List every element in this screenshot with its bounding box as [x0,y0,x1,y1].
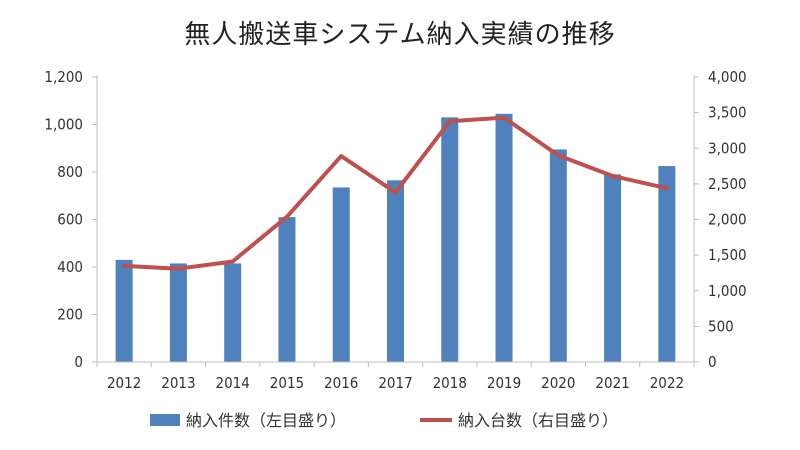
bar-2019 [495,113,513,362]
bar-2013 [169,263,187,362]
x-tick-label: 2015 [270,374,304,392]
line-point-2020 [556,153,560,157]
bar-2014 [224,263,242,362]
line-point-2014 [231,260,235,264]
line-point-2019 [502,116,506,120]
line-point-2022 [665,186,669,190]
y-right-tick-label: 1,500 [708,246,747,264]
line-point-2015 [285,215,289,219]
y-right-tick-label: 0 [708,353,717,371]
line-point-2018 [448,119,452,123]
bar-2020 [549,149,567,362]
chart-title: 無人搬送車システム納入実績の推移 [184,20,616,50]
y-right-tick-label: 2,500 [708,175,747,193]
x-tick-label: 2013 [161,374,195,392]
bar-2016 [332,187,350,362]
y-left-tick-label: 1,000 [44,116,83,134]
x-tick-label: 2018 [433,374,467,392]
y-right-tick-label: 2,000 [708,211,747,229]
x-tick-label: 2020 [541,374,575,392]
x-tick-label: 2021 [595,374,629,392]
legend-swatch-bars [150,414,180,426]
line-point-2016 [339,154,343,158]
y-left-tick-label: 200 [57,306,83,324]
y-right-tick-label: 1,000 [708,282,747,300]
y-left-tick-label: 400 [57,258,83,276]
x-tick-label: 2016 [324,374,358,392]
bar-2015 [278,217,296,362]
y-right-tick-label: 4,000 [708,68,747,86]
x-tick-label: 2019 [487,374,521,392]
bar-2012 [115,259,133,362]
y-right-tick-label: 3,500 [708,104,747,122]
bar-2017 [387,180,404,362]
y-left-tick-label: 600 [57,211,83,229]
x-tick-label: 2022 [650,374,684,392]
legend-label-line: 納入台数（右目盛り） [458,411,618,430]
y-left-tick-label: 1,200 [44,68,83,86]
line-point-2013 [176,267,180,271]
x-tick-label: 2017 [378,374,412,392]
y-right-tick-label: 3,000 [708,139,747,157]
y-right-tick-label: 500 [708,317,734,335]
bar-2018 [441,117,459,362]
bar-2022 [658,166,676,362]
line-point-2021 [611,174,615,178]
line-point-2012 [122,264,126,268]
bar-2021 [604,174,622,362]
y-left-tick-label: 800 [57,163,83,181]
y-left-tick-label: 0 [74,353,83,371]
x-tick-label: 2014 [216,374,250,392]
legend-label-bars: 納入件数（左目盛り） [186,411,346,430]
x-tick-label: 2012 [107,374,141,392]
line-point-2017 [394,190,397,194]
